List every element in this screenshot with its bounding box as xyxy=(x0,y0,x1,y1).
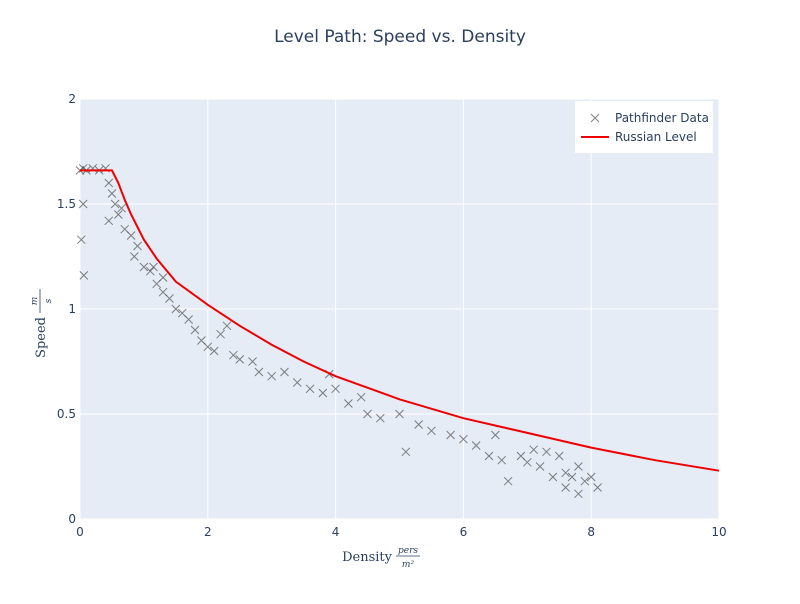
axis-label-unit-den: s xyxy=(44,298,54,303)
data-point xyxy=(331,384,340,394)
data-point xyxy=(222,321,232,331)
x-tick-label: 0 xyxy=(76,525,84,539)
data-point xyxy=(113,210,123,219)
data-point xyxy=(471,441,481,450)
data-point xyxy=(503,476,513,486)
data-point xyxy=(401,447,411,457)
x-tick-label: 4 xyxy=(332,525,340,539)
axis-label-unit-num: m xyxy=(30,297,40,306)
axis-label-unit-den: m² xyxy=(402,560,415,570)
axis-label: Density pers m² xyxy=(342,546,420,570)
data-point xyxy=(305,384,315,394)
x-tick-label: 2 xyxy=(204,525,212,539)
data-point xyxy=(229,350,238,360)
legend-label: Pathfinder Data xyxy=(615,111,709,125)
data-point xyxy=(459,434,468,444)
data-point xyxy=(292,378,302,387)
legend-box xyxy=(575,101,713,153)
data-point xyxy=(209,346,219,356)
data-point xyxy=(484,451,494,461)
data-point xyxy=(561,483,570,492)
data-point xyxy=(78,199,88,209)
data-point xyxy=(110,199,120,209)
data-point xyxy=(165,294,174,303)
x-tick-label: 8 xyxy=(587,525,595,539)
data-point xyxy=(216,329,225,339)
data-point xyxy=(267,371,277,381)
legend-symbol xyxy=(590,113,600,123)
data-point xyxy=(203,342,213,352)
data-point xyxy=(344,399,353,408)
data-point xyxy=(129,252,139,261)
data-point xyxy=(574,489,583,499)
data-point xyxy=(76,235,86,245)
data-point xyxy=(567,472,577,482)
y-tick-label: 1 xyxy=(68,302,76,316)
axis-label: Speed m s xyxy=(30,289,54,358)
x-tick-label: 6 xyxy=(460,525,468,539)
data-point xyxy=(497,455,507,465)
chart-title: Level Path: Speed vs. Density xyxy=(274,27,526,47)
data-point xyxy=(395,409,404,419)
data-point xyxy=(593,483,602,492)
data-point xyxy=(561,468,570,478)
axis-label-unit-num: pers xyxy=(398,546,418,556)
data-point xyxy=(184,315,193,324)
data-point xyxy=(139,262,149,272)
data-point xyxy=(107,189,117,198)
data-point xyxy=(235,355,245,364)
data-point xyxy=(117,203,126,213)
data-point xyxy=(149,262,158,272)
data-point xyxy=(280,367,289,377)
data-point xyxy=(548,472,558,482)
data-point xyxy=(171,304,181,314)
data-point xyxy=(446,430,455,440)
data-point xyxy=(490,430,500,440)
data-point xyxy=(133,241,142,251)
data-point xyxy=(104,216,114,226)
data-point xyxy=(580,476,590,486)
data-point xyxy=(158,273,168,282)
data-point xyxy=(414,420,424,429)
data-point xyxy=(254,367,264,377)
x-tick-label: 10 xyxy=(711,525,726,539)
data-point xyxy=(375,413,385,423)
data-point xyxy=(318,388,328,398)
data-point xyxy=(529,445,539,455)
axis-label-text: Speed xyxy=(34,317,49,358)
data-point xyxy=(190,325,200,335)
axis-label-text: Density xyxy=(342,550,393,565)
data-point xyxy=(586,472,596,482)
data-point xyxy=(427,426,436,436)
legend-label: Russian Level xyxy=(615,130,697,144)
data-point xyxy=(522,457,532,467)
data-point xyxy=(535,462,545,471)
data-point xyxy=(542,447,551,457)
y-tick-label: 1.5 xyxy=(57,197,76,211)
data-point xyxy=(126,231,136,240)
data-point xyxy=(145,266,155,276)
data-point xyxy=(79,271,89,280)
data-point xyxy=(104,178,114,188)
y-tick-label: 0 xyxy=(68,512,76,526)
data-point xyxy=(356,392,366,402)
data-point xyxy=(554,451,564,461)
line-series xyxy=(80,169,720,472)
data-point xyxy=(363,409,372,419)
data-point xyxy=(248,357,257,366)
y-tick-label: 2 xyxy=(68,92,76,106)
data-point xyxy=(574,462,583,471)
y-tick-label: 0.5 xyxy=(57,407,76,421)
